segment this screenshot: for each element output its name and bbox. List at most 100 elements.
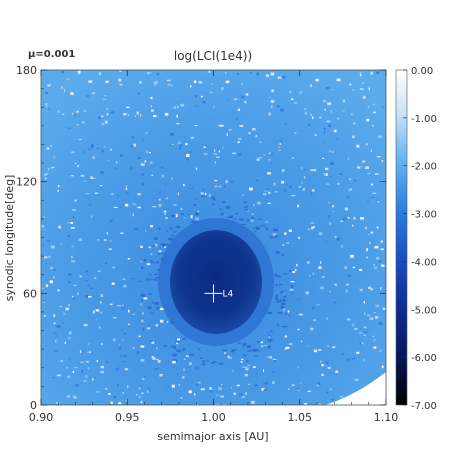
halo-speckle — [276, 275, 281, 278]
speckle — [326, 361, 329, 364]
speckle — [356, 144, 360, 148]
speckle — [335, 235, 337, 237]
speckle — [373, 338, 376, 341]
speckle — [232, 370, 234, 373]
speckle — [370, 287, 374, 291]
speckle — [131, 135, 135, 139]
speckle — [376, 71, 380, 74]
speckle — [47, 239, 50, 242]
speckle — [313, 319, 316, 321]
speckle — [315, 78, 319, 82]
speckle — [145, 229, 147, 233]
speckle — [163, 196, 166, 198]
speckle — [132, 213, 134, 217]
speckle — [367, 172, 371, 175]
speckle — [288, 388, 290, 390]
speckle — [154, 84, 157, 86]
speckle — [302, 189, 305, 191]
speckle — [57, 190, 59, 192]
speckle — [256, 373, 258, 375]
speckle — [78, 138, 82, 141]
speckle — [365, 166, 369, 170]
speckle — [68, 331, 72, 335]
speckle — [132, 313, 136, 315]
speckle — [109, 401, 113, 404]
speckle — [96, 390, 100, 393]
speckle — [268, 96, 271, 98]
speckle — [245, 93, 249, 96]
speckle — [150, 97, 153, 100]
speckle — [176, 342, 179, 345]
speckle — [147, 72, 152, 74]
speckle — [329, 290, 331, 293]
speckle — [354, 279, 356, 281]
speckle — [53, 322, 56, 324]
speckle — [203, 146, 207, 149]
speckle — [220, 124, 224, 127]
speckle — [186, 158, 189, 161]
speckle — [145, 131, 149, 135]
speckle — [176, 123, 180, 125]
speckle — [310, 169, 315, 172]
speckle — [347, 157, 350, 160]
speckle — [194, 95, 198, 98]
speckle — [356, 351, 360, 354]
speckle — [140, 163, 145, 166]
speckle — [136, 353, 139, 355]
speckle — [140, 303, 142, 306]
speckle — [303, 403, 308, 405]
speckle — [271, 152, 273, 155]
speckle — [122, 361, 126, 363]
speckle — [265, 221, 268, 223]
speckle — [342, 99, 346, 102]
speckle — [79, 275, 82, 278]
speckle — [382, 307, 386, 311]
halo-speckle — [213, 199, 216, 201]
speckle — [319, 286, 324, 290]
speckle — [112, 317, 117, 319]
x-axis-label: semimajor axis [AU] — [157, 430, 268, 443]
speckle — [118, 343, 120, 346]
halo-speckle — [282, 273, 288, 275]
speckle — [223, 352, 226, 354]
speckle — [76, 123, 80, 126]
speckle — [73, 366, 78, 369]
speckle — [331, 205, 335, 208]
speckle — [325, 241, 327, 243]
speckle — [379, 349, 382, 353]
speckle — [273, 359, 276, 362]
speckle — [68, 222, 72, 224]
speckle — [45, 91, 48, 94]
speckle — [349, 83, 352, 86]
halo-speckle — [151, 261, 157, 263]
speckle — [109, 240, 112, 243]
halo-speckle — [237, 341, 241, 344]
speckle — [172, 204, 177, 206]
halo-speckle — [265, 227, 268, 231]
speckle — [270, 329, 273, 333]
speckle — [322, 157, 325, 159]
speckle — [333, 301, 337, 304]
speckle — [87, 148, 91, 150]
speckle — [190, 84, 192, 88]
speckle — [47, 168, 50, 170]
speckle — [77, 164, 79, 167]
speckle — [218, 387, 223, 391]
speckle — [381, 179, 383, 183]
speckle — [209, 91, 214, 94]
speckle — [148, 246, 151, 249]
speckle — [287, 310, 290, 313]
speckle — [220, 395, 225, 398]
speckle — [119, 346, 121, 350]
speckle — [327, 367, 331, 369]
speckle — [195, 105, 199, 107]
speckle — [113, 206, 118, 209]
speckle — [218, 150, 220, 153]
halo-speckle — [154, 273, 158, 276]
speckle — [155, 324, 159, 327]
speckle — [72, 395, 75, 398]
speckle — [153, 115, 157, 118]
speckle — [368, 233, 370, 236]
speckle — [381, 106, 386, 108]
speckle — [369, 241, 371, 245]
